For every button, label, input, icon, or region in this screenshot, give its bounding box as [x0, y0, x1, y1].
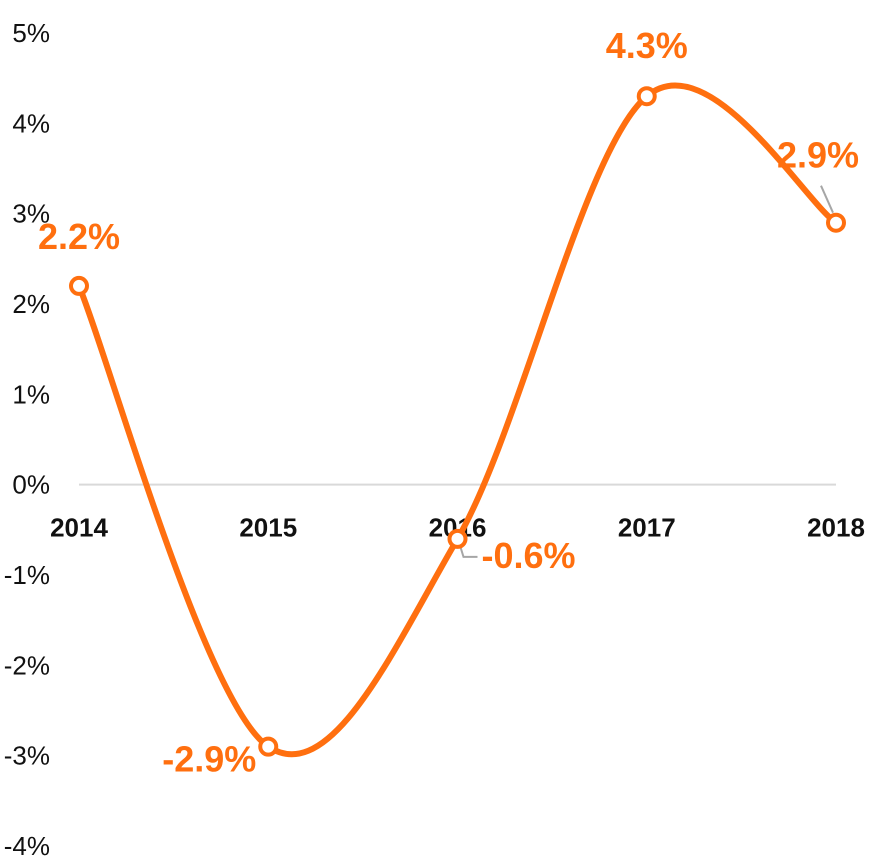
- data-label: -2.9%: [162, 739, 256, 780]
- x-axis-tick-labels: 2014 2015 2016 2017 2018: [50, 513, 865, 543]
- data-point-marker: [447, 528, 468, 549]
- y-tick-label: 5%: [12, 18, 50, 48]
- y-tick-label: 4%: [12, 108, 50, 138]
- data-point-marker: [69, 275, 89, 296]
- data-label: -0.6%: [482, 535, 576, 576]
- y-tick-label: 0%: [12, 470, 50, 500]
- series-line: [76, 82, 839, 758]
- leader-line: [820, 185, 834, 214]
- data-point-markers: [69, 86, 846, 757]
- x-tick-label: 2015: [239, 513, 297, 543]
- x-tick-label: 2014: [50, 513, 108, 543]
- data-label: 2.9%: [777, 135, 859, 176]
- data-label: 4.3%: [606, 25, 688, 66]
- data-label-leader-lines: [458, 185, 834, 558]
- data-label: 2.2%: [38, 216, 120, 257]
- y-tick-label: -2%: [4, 650, 50, 680]
- y-tick-label: 2%: [12, 289, 50, 319]
- y-tick-label: -4%: [4, 831, 50, 860]
- data-point-marker: [258, 736, 279, 757]
- y-tick-label: 1%: [12, 379, 50, 409]
- data-point-marker: [826, 212, 846, 233]
- x-tick-label: 2017: [618, 513, 676, 543]
- y-tick-label: -1%: [4, 560, 50, 590]
- data-labels: 2.2% -2.9% -0.6% 4.3% 2.9%: [38, 25, 859, 779]
- x-tick-label: 2018: [807, 513, 865, 543]
- y-axis-tick-labels: 5% 4% 3% 2% 1% 0% -1% -2% -3% -4%: [4, 18, 50, 860]
- data-point-marker: [636, 86, 657, 107]
- y-tick-label: -3%: [4, 741, 50, 771]
- y-tick-label: 3%: [12, 199, 50, 229]
